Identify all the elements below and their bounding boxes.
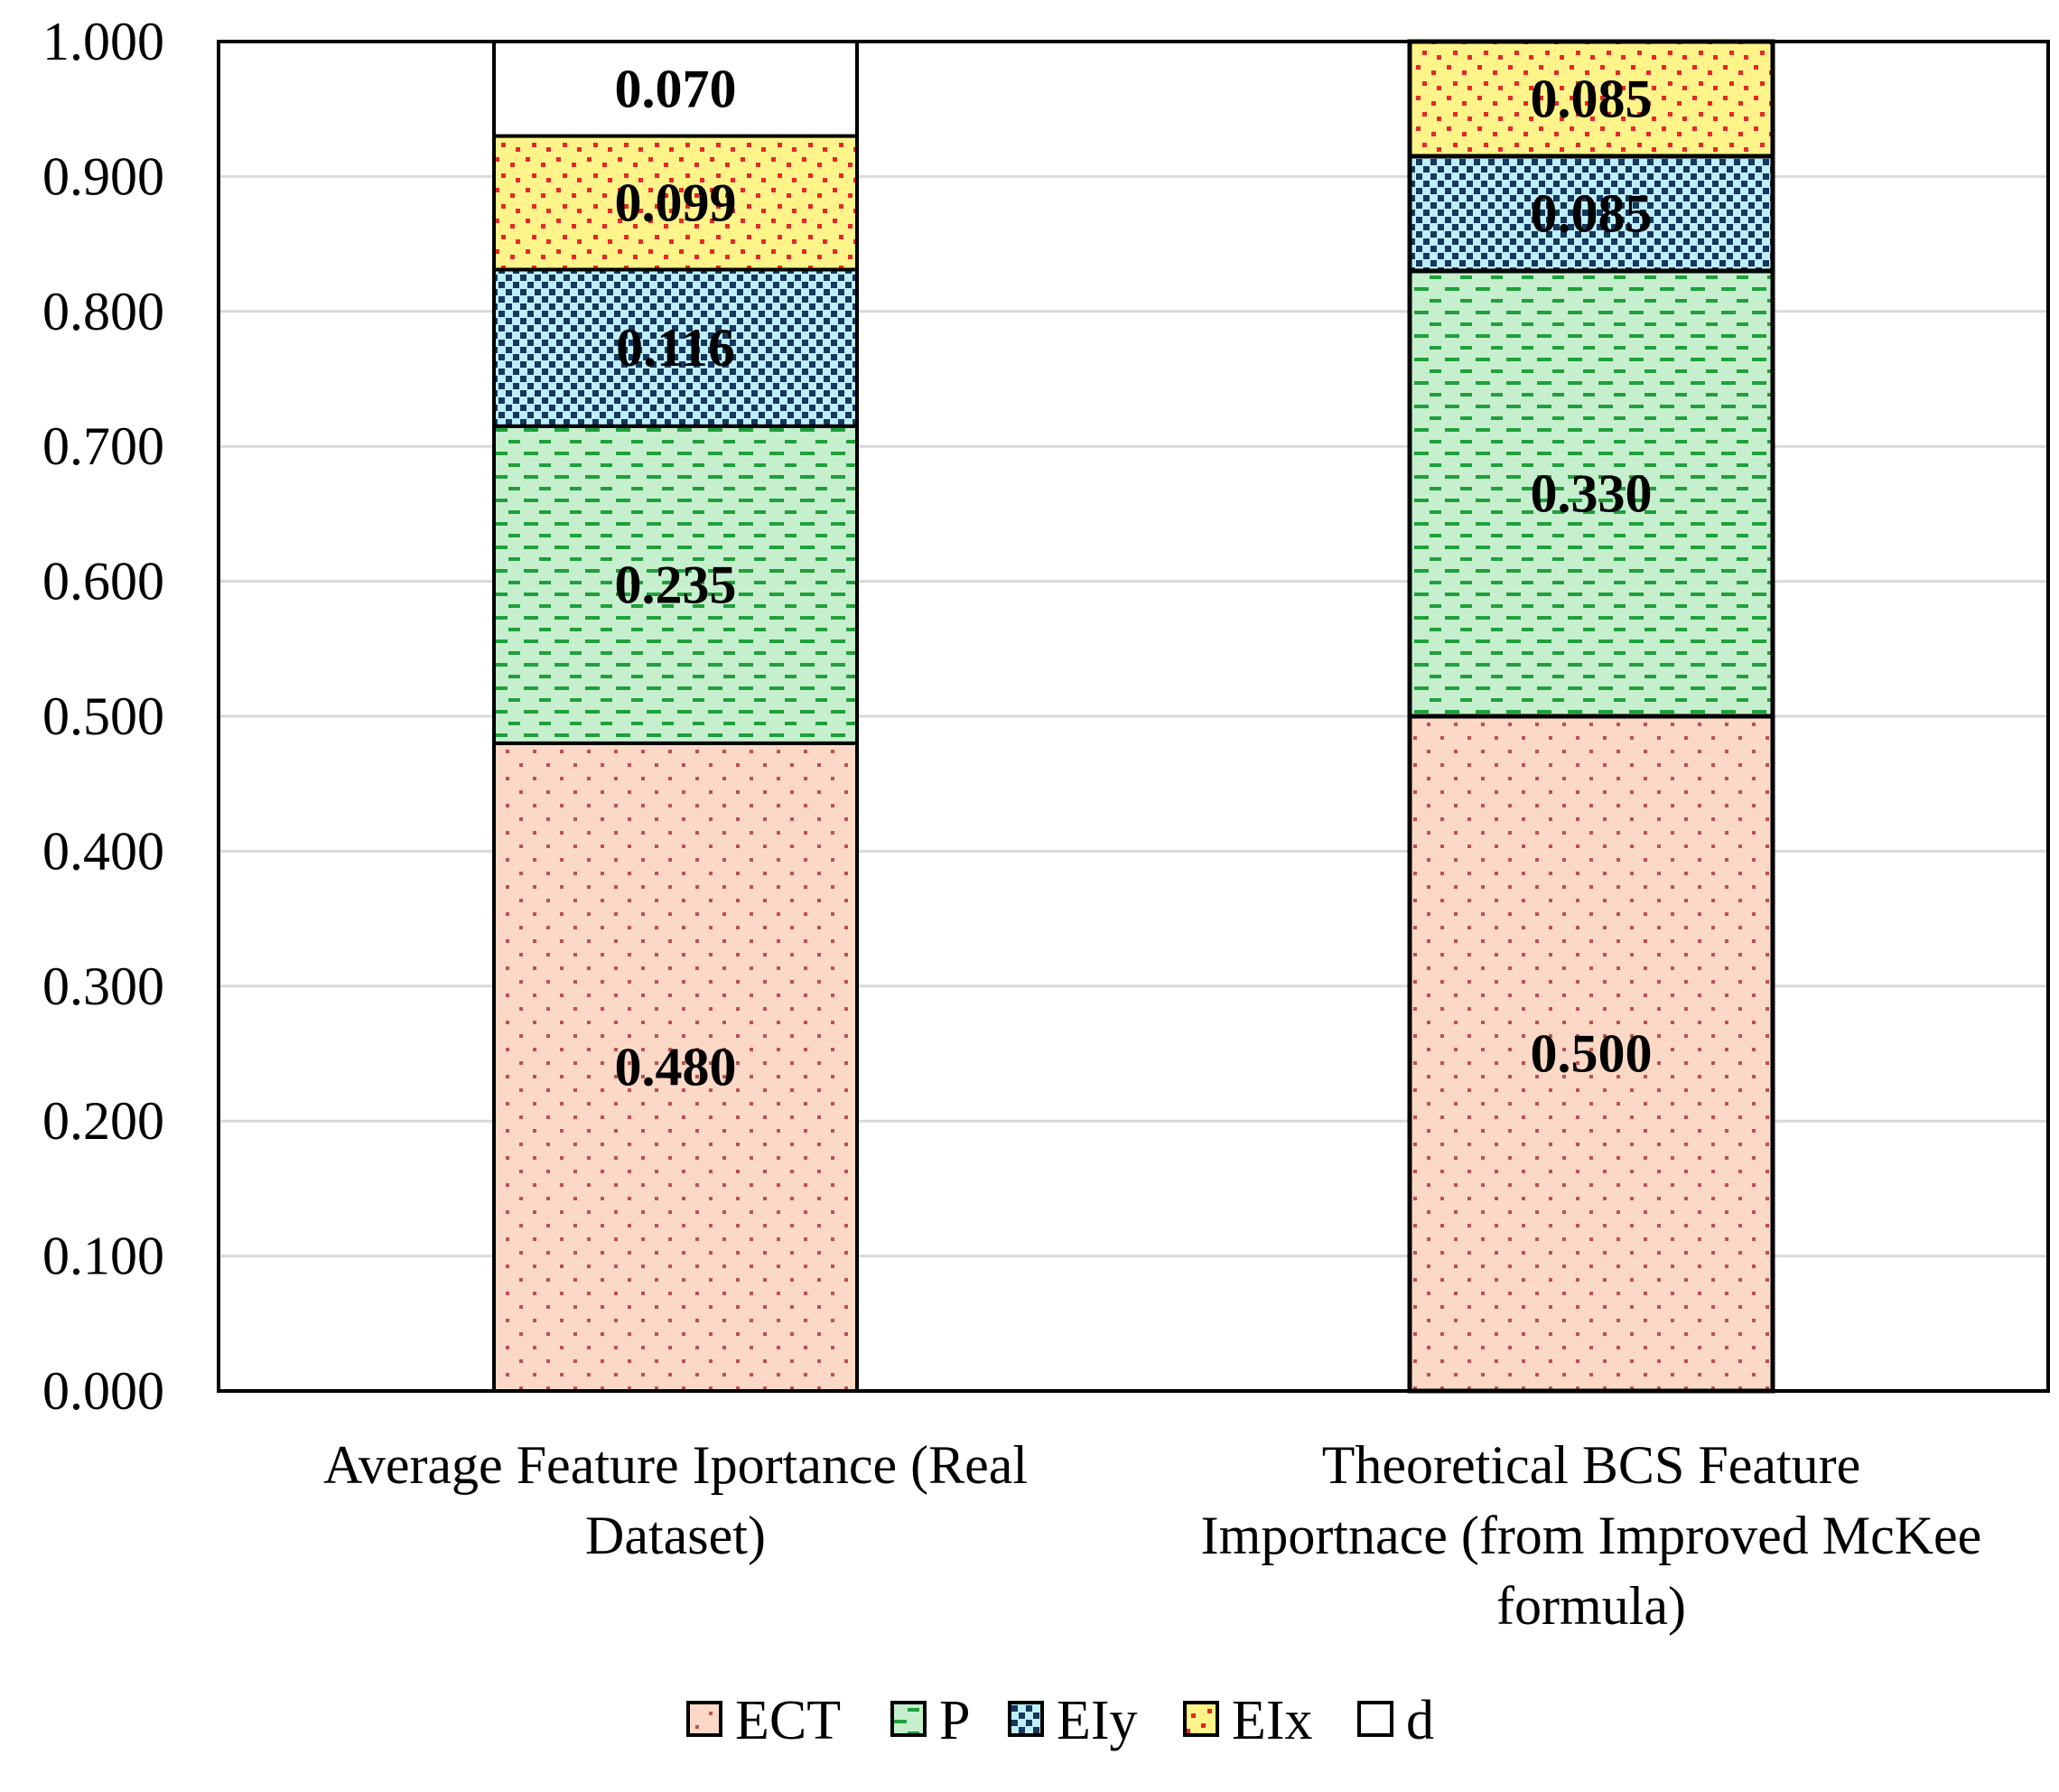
y-tick-label: 0.800 — [42, 282, 164, 341]
bar-segment-ect — [1407, 714, 1775, 1394]
legend-label-eiy: EIy — [1057, 1690, 1138, 1751]
y-tick-label: 0.600 — [42, 552, 164, 611]
bars — [492, 39, 1775, 1394]
legend-label-p: P — [939, 1690, 970, 1751]
data-label-eiy: 0.116 — [616, 318, 735, 378]
x-axis-categories: Average Feature Iportance (Real Dataset) T… — [323, 1435, 1981, 1636]
legend-swatch-eiy — [1008, 1701, 1044, 1737]
plot-border — [217, 40, 2050, 1393]
legend-swatch-eix — [1183, 1701, 1219, 1737]
y-tick-label: 0.300 — [42, 957, 164, 1016]
bar-segment-eiy — [1407, 154, 1775, 274]
x-category-label: Average Feature Iportance (Real Dataset) — [323, 1435, 1028, 1565]
bar-segment-ect — [492, 741, 859, 1393]
data-label-ect: 0.500 — [1531, 1024, 1653, 1084]
plot-frame — [217, 40, 2050, 1393]
data-label-d: 0.070 — [615, 59, 737, 118]
legend-label-eix: EIx — [1232, 1690, 1313, 1751]
y-tick-label: 0.100 — [42, 1227, 164, 1286]
data-label-p: 0.330 — [1531, 463, 1653, 523]
data-label-eiy: 0.085 — [1531, 183, 1653, 243]
data-label-ect: 0.480 — [615, 1037, 737, 1097]
legend-swatch-p — [890, 1701, 927, 1737]
legend: ECT P EIy EIx d — [686, 1690, 1434, 1751]
legend-label-ect: ECT — [735, 1690, 841, 1751]
data-label-eix: 0.099 — [615, 173, 737, 233]
data-label-p: 0.235 — [615, 555, 737, 614]
bar-segment-eix — [1407, 39, 1775, 159]
bar-segment-eix — [492, 134, 859, 272]
y-axis-ticks: 0.000 0.100 0.200 0.300 0.400 0.500 0.600 0.700… — [42, 12, 164, 1421]
legend-swatch-ect — [686, 1701, 722, 1737]
y-tick-label: 0.400 — [42, 821, 164, 881]
y-tick-label: 1.000 — [42, 12, 164, 71]
y-tick-label: 0.000 — [42, 1361, 164, 1421]
y-tick-label: 0.500 — [42, 686, 164, 746]
legend-swatch-d — [1357, 1701, 1393, 1737]
data-label-eix: 0.085 — [1531, 69, 1653, 128]
y-tick-label: 0.700 — [42, 416, 164, 476]
x-category-label: Theoretical BCS Feature Importnace (from … — [1201, 1435, 1982, 1636]
legend-label-d: d — [1406, 1690, 1434, 1751]
bar-segment-p — [492, 424, 859, 745]
data-labels: 0.480 0.235 0.116 0.099 0.070 0.500 0.330 0.085… — [615, 59, 1653, 1097]
y-tick-label: 0.200 — [42, 1091, 164, 1151]
y-tick-label: 0.900 — [42, 146, 164, 206]
